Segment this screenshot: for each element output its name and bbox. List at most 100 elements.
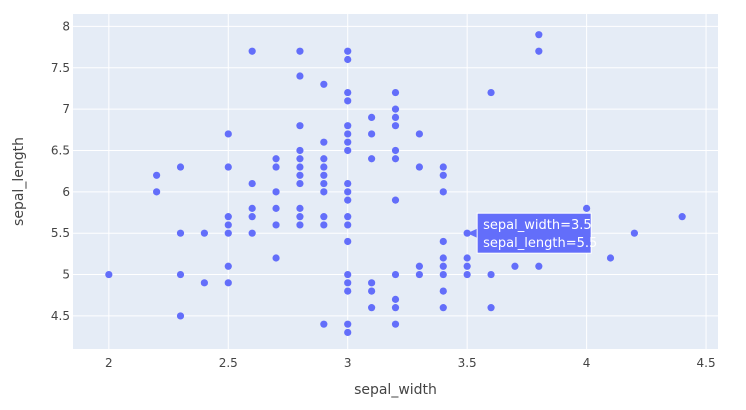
data-point[interactable] [344, 221, 352, 229]
data-point[interactable] [344, 130, 352, 138]
data-point[interactable] [248, 213, 256, 221]
data-point[interactable] [487, 304, 495, 312]
data-point[interactable] [535, 31, 543, 39]
data-point[interactable] [344, 213, 352, 221]
data-point[interactable] [344, 188, 352, 196]
data-point[interactable] [391, 295, 400, 303]
data-point[interactable] [176, 163, 185, 171]
data-point[interactable] [296, 122, 304, 130]
data-point[interactable] [391, 304, 400, 312]
data-point[interactable] [296, 146, 304, 155]
data-point[interactable] [320, 171, 328, 179]
data-point[interactable] [535, 47, 543, 55]
data-point[interactable] [224, 262, 232, 270]
data-point[interactable] [344, 122, 352, 130]
data-point[interactable] [320, 320, 328, 328]
data-point[interactable] [344, 287, 352, 295]
data-point[interactable] [344, 138, 352, 146]
data-point[interactable] [296, 47, 304, 55]
data-point[interactable] [463, 270, 471, 279]
data-point[interactable] [415, 262, 423, 270]
data-point[interactable] [439, 287, 447, 295]
data-point[interactable] [415, 130, 423, 138]
data-point[interactable] [391, 146, 400, 155]
data-point[interactable] [272, 204, 280, 212]
data-point[interactable] [200, 279, 208, 287]
data-point[interactable] [272, 188, 280, 196]
data-point[interactable] [368, 279, 376, 287]
data-point[interactable] [391, 196, 400, 204]
data-point[interactable] [296, 179, 304, 188]
data-point[interactable] [439, 304, 447, 312]
data-point[interactable] [296, 221, 304, 229]
data-point[interactable] [248, 204, 256, 212]
data-point[interactable] [439, 171, 447, 179]
data-point[interactable] [296, 204, 304, 212]
data-point[interactable] [344, 47, 352, 55]
data-point[interactable] [320, 188, 328, 196]
data-point[interactable] [224, 130, 232, 138]
data-point[interactable] [344, 320, 352, 328]
data-point[interactable] [320, 80, 328, 88]
data-point[interactable] [248, 47, 256, 55]
data-point[interactable] [368, 304, 376, 312]
data-point[interactable] [224, 213, 232, 221]
data-point[interactable] [105, 270, 113, 279]
data-point[interactable] [344, 97, 352, 105]
data-point[interactable] [391, 105, 400, 113]
data-point[interactable] [463, 262, 471, 270]
data-point[interactable] [224, 221, 232, 229]
data-point[interactable] [606, 254, 615, 262]
data-point[interactable] [320, 163, 328, 171]
data-point[interactable] [224, 163, 232, 171]
data-point[interactable] [391, 113, 400, 121]
data-point[interactable] [344, 196, 352, 204]
data-point[interactable] [391, 88, 400, 97]
data-point[interactable] [439, 254, 447, 262]
data-point[interactable] [296, 163, 304, 171]
data-point[interactable] [391, 320, 400, 328]
data-point[interactable] [272, 254, 280, 262]
data-point[interactable] [296, 171, 304, 179]
data-point[interactable] [153, 188, 161, 196]
data-point[interactable] [391, 122, 400, 130]
data-point[interactable] [344, 88, 352, 97]
data-point[interactable] [535, 262, 543, 270]
data-point[interactable] [415, 163, 423, 171]
data-point[interactable] [200, 229, 208, 237]
data-point[interactable] [344, 279, 352, 287]
data-point[interactable] [320, 155, 328, 163]
data-point[interactable] [320, 213, 328, 221]
data-point[interactable] [296, 213, 304, 221]
data-point[interactable] [344, 146, 352, 155]
data-point[interactable] [224, 229, 232, 237]
data-point[interactable] [176, 312, 185, 320]
data-point[interactable] [368, 113, 376, 121]
data-point[interactable] [320, 221, 328, 229]
data-point[interactable] [511, 262, 519, 270]
data-point[interactable] [296, 72, 304, 80]
data-point[interactable] [248, 179, 256, 188]
data-point[interactable] [583, 204, 591, 212]
data-point[interactable] [368, 287, 376, 295]
data-point[interactable] [391, 155, 400, 163]
data-point[interactable] [176, 270, 185, 279]
data-point[interactable] [320, 138, 328, 146]
data-point[interactable] [176, 229, 185, 237]
data-point[interactable] [344, 179, 352, 188]
data-point[interactable] [224, 279, 232, 287]
data-point[interactable] [344, 237, 352, 246]
data-point[interactable] [368, 130, 376, 138]
data-point[interactable] [344, 270, 352, 279]
data-point[interactable] [439, 262, 447, 270]
data-point[interactable] [630, 229, 638, 237]
data-point[interactable] [487, 88, 495, 97]
data-point[interactable] [463, 229, 471, 237]
data-point[interactable] [463, 254, 471, 262]
data-point[interactable] [678, 213, 686, 221]
data-point[interactable] [296, 155, 304, 163]
data-point[interactable] [344, 328, 352, 337]
data-point[interactable] [487, 270, 495, 279]
